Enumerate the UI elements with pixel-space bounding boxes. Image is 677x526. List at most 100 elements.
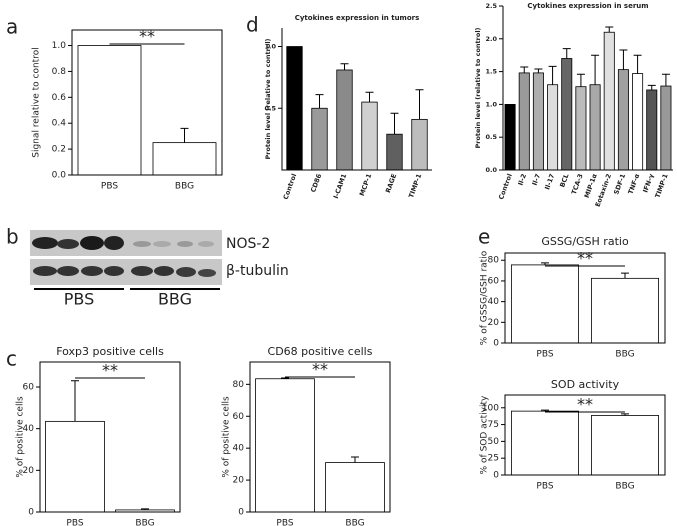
- y-tick-label: 1.0: [52, 41, 67, 51]
- chart-title: CD68 positive cells: [268, 345, 373, 358]
- y-tick-label: 40: [488, 297, 500, 307]
- bar: [325, 462, 385, 513]
- bar: [77, 45, 142, 176]
- y-tick-label: 60: [488, 276, 500, 286]
- bar: [547, 84, 559, 171]
- x-tick-label: TIMP-1: [654, 172, 670, 199]
- y-axis-label: % of SOD activity: [480, 395, 490, 474]
- y-tick-label: 0: [493, 339, 499, 349]
- y-tick-label: 40: [233, 444, 245, 454]
- x-tick-label: TNF-α: [627, 172, 642, 195]
- y-tick-label: 0.2: [52, 145, 66, 155]
- error-bar: [605, 26, 614, 33]
- significance-label: **: [577, 395, 593, 414]
- y-tick-label: 0.0: [485, 166, 497, 174]
- error-bar: [180, 127, 189, 143]
- bar: [589, 84, 601, 171]
- bar: [603, 31, 615, 171]
- error-bar: [633, 54, 642, 74]
- y-tick-label: 60: [23, 383, 35, 393]
- y-tick-label: 25: [488, 454, 499, 464]
- y-axis-label: Protein level (relative to control): [474, 27, 482, 148]
- significance-label: **: [102, 361, 118, 380]
- chart-title: SOD activity: [551, 378, 620, 391]
- error-bar: [661, 73, 670, 87]
- x-tick-label: Il-17: [543, 173, 556, 191]
- x-tick-label: Control: [282, 173, 299, 201]
- y-tick-label: 20: [488, 318, 500, 328]
- panel-label: d: [246, 13, 259, 37]
- x-tick-label: BBG: [175, 182, 194, 192]
- x-tick-label: PBS: [101, 182, 118, 192]
- x-tick-label: PBS: [536, 350, 553, 360]
- y-tick-label: 0.4: [52, 119, 67, 129]
- y-tick-label: 0.5: [264, 104, 276, 112]
- x-tick-label: Il-2: [516, 173, 528, 187]
- group-label: BBG: [158, 290, 192, 309]
- panel-label: a: [6, 15, 18, 39]
- error-bar: [591, 54, 600, 85]
- bar: [152, 142, 217, 176]
- western-blot: [30, 230, 222, 290]
- error-bar: [340, 63, 349, 70]
- bar: [575, 86, 587, 171]
- error-bar: [621, 272, 629, 279]
- error-bar: [141, 508, 149, 510]
- bar: [591, 277, 660, 344]
- error-bar: [71, 380, 79, 422]
- y-tick-label: 20: [233, 476, 245, 486]
- x-tick-label: BBG: [345, 519, 364, 526]
- bar: [646, 89, 658, 171]
- y-tick-label: 0.5: [485, 133, 497, 141]
- y-tick-label: 1.0: [485, 100, 497, 108]
- band-label: β-tubulin: [226, 263, 289, 279]
- y-tick-label: 0.8: [52, 67, 67, 77]
- bar: [617, 69, 629, 171]
- y-tick-label: 1.5: [485, 68, 497, 76]
- plot-frame: [504, 252, 666, 344]
- x-tick-label: Il-7: [531, 173, 543, 187]
- y-axis-label: % of GSSG/GSH ratio: [480, 250, 490, 345]
- y-tick-label: 80: [488, 256, 500, 266]
- error-bar: [541, 262, 549, 265]
- y-axis-label: Protein level (relative to control): [264, 38, 272, 159]
- bar: [286, 46, 303, 171]
- bar: [336, 69, 353, 171]
- chart-title: Cytokines expression in tumors: [295, 14, 420, 22]
- y-tick-label: 0.6: [52, 93, 67, 103]
- error-bar: [619, 49, 628, 70]
- axes: [281, 28, 432, 171]
- x-tick-label: Control: [497, 173, 514, 201]
- x-tick-label: BBG: [615, 350, 634, 360]
- y-tick-label: 2.0: [485, 35, 497, 43]
- bar: [45, 420, 105, 513]
- bar: [591, 415, 660, 476]
- x-tick-label: SDF-1: [612, 172, 627, 195]
- x-tick-label: BCL: [558, 173, 570, 189]
- y-tick-label: 1.0: [264, 43, 276, 51]
- error-bar: [390, 112, 399, 135]
- bar: [632, 73, 644, 171]
- y-axis-label: % of positive cells: [222, 396, 232, 478]
- error-bar: [351, 456, 359, 463]
- significance-label: **: [577, 249, 593, 268]
- significance-label: **: [139, 27, 155, 46]
- x-tick-label: CD86: [309, 172, 323, 193]
- plot-frame: [39, 361, 181, 513]
- band-label: NOS-2: [226, 236, 270, 252]
- x-tick-label: PBS: [66, 519, 83, 526]
- error-bar: [534, 68, 543, 73]
- error-bar: [281, 377, 289, 379]
- plot-frame: [249, 361, 391, 513]
- group-label: PBS: [64, 290, 95, 309]
- error-bar: [548, 65, 557, 85]
- plot-frame: [71, 29, 223, 176]
- y-tick-label: 0: [28, 508, 34, 518]
- chart-title: Foxp3 positive cells: [56, 345, 164, 358]
- y-tick-label: 40: [23, 424, 35, 434]
- panel-label: c: [6, 347, 17, 371]
- x-tick-label: PBS: [276, 519, 293, 526]
- x-tick-label: RAGE: [384, 173, 398, 194]
- error-bar: [541, 409, 549, 412]
